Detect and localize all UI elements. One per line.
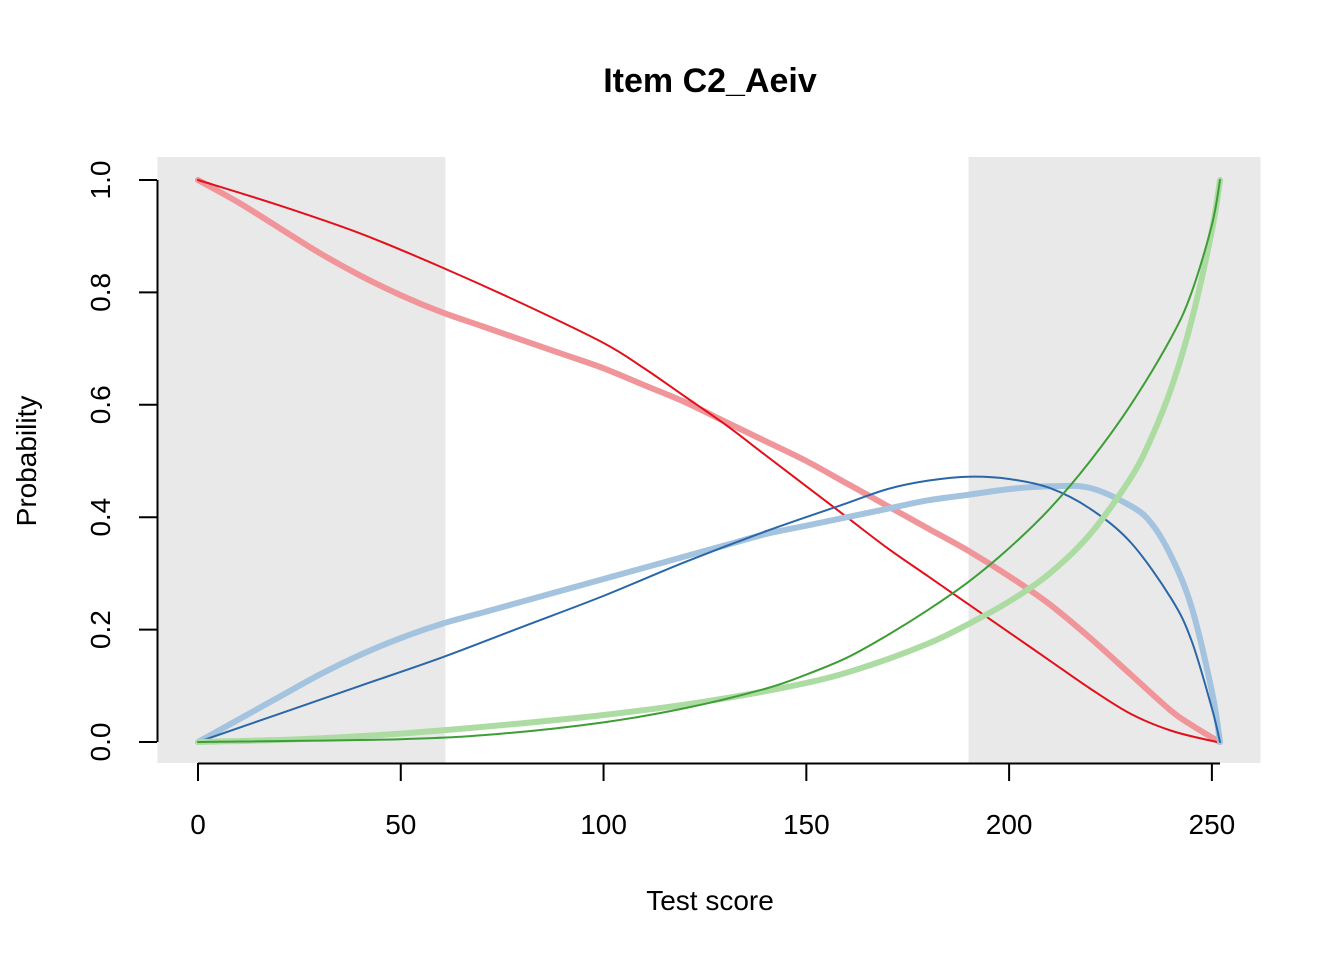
y-ticks: 0.0 0.2 0.4 0.6 0.8 1.0 <box>85 161 157 762</box>
x-tick-label-50: 50 <box>385 809 416 840</box>
series-lines <box>195 177 1223 745</box>
series-line-4-thin <box>197 475 1221 743</box>
x-tick-label-150: 150 <box>783 809 830 840</box>
series-line-1-thick <box>195 177 1223 745</box>
x-tick-label-250: 250 <box>1189 809 1236 840</box>
y-tick-label-0.4: 0.4 <box>85 498 116 537</box>
y-tick-label-0.6: 0.6 <box>85 385 116 424</box>
axes <box>156 180 1220 765</box>
series-line-5-thick <box>195 177 1223 745</box>
y-axis-label: Probability <box>11 396 42 527</box>
series-line-2-thin <box>197 179 1221 744</box>
y-tick-label-0.2: 0.2 <box>85 610 116 649</box>
x-tick-label-100: 100 <box>580 809 627 840</box>
x-tick-label-0: 0 <box>190 809 206 840</box>
y-tick-label-0.8: 0.8 <box>85 273 116 312</box>
chart-title: Item C2_Aeiv <box>603 62 817 100</box>
y-tick-label-0: 0.0 <box>85 723 116 762</box>
y-tick-label-1: 1.0 <box>85 161 116 200</box>
x-tick-label-200: 200 <box>986 809 1033 840</box>
series-line-6-thin <box>197 179 1221 743</box>
shaded-region-1 <box>157 157 446 763</box>
shaded-region-2 <box>968 157 1261 763</box>
x-axis-label: Test score <box>646 885 774 916</box>
series-line-3-thick <box>195 482 1223 745</box>
x-ticks: 0 50 100 150 200 250 <box>190 763 1235 840</box>
shaded-regions <box>157 157 1261 763</box>
